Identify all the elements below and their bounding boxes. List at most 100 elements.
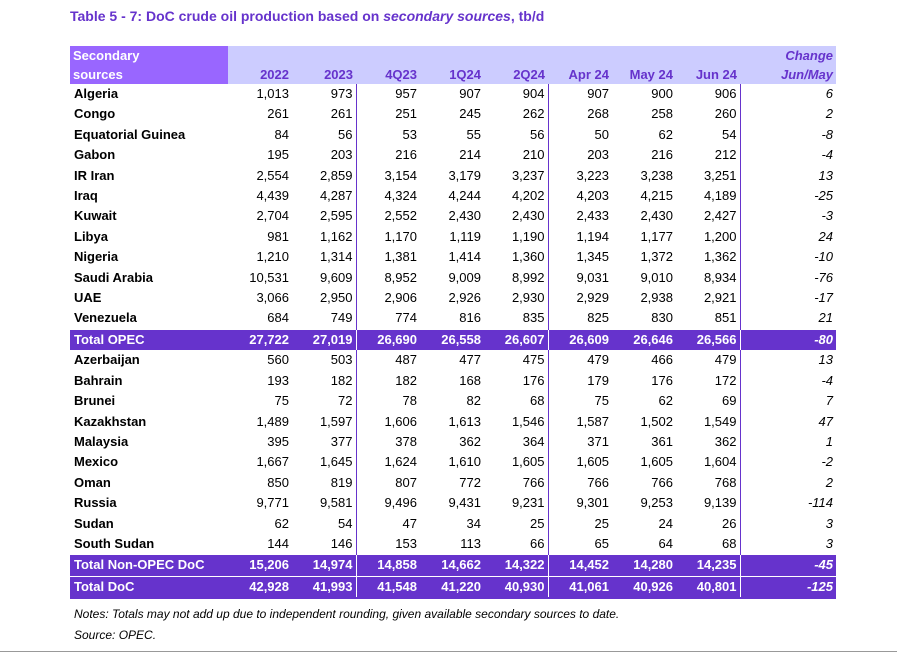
table-cell: 2,938 (640, 290, 673, 306)
table-cell: 830 (651, 310, 673, 326)
table-row: Bahrain 193 182 182 168 176 179 176 172 -4 (70, 370, 836, 392)
table-cell: 182 (395, 372, 417, 388)
table-cell: 26,646 (612, 328, 676, 351)
change-cell: -4 (821, 372, 833, 388)
table-cell: 153 (395, 535, 417, 551)
table-cell: 1,489 (256, 413, 289, 429)
table-cell: 768 (676, 472, 741, 494)
table-cell: 69 (676, 391, 741, 412)
row-label: Congo (74, 106, 116, 122)
change-cell: -76 (814, 269, 833, 285)
table-cell: 216 (395, 147, 417, 163)
change-cell: -10 (814, 249, 833, 265)
table-cell: 4,287 (292, 186, 357, 207)
change-cell: -8 (821, 126, 833, 142)
table-row: Oman 850 819 807 772 766 766 766 768 2 (70, 472, 836, 494)
table-cell: 1,194 (576, 228, 609, 244)
table-cell: 774 (395, 310, 417, 326)
table-cell: 1,314 (292, 247, 357, 268)
table-cell: 3,251 (676, 165, 741, 187)
table-cell: 261 (267, 106, 289, 122)
column-header: Apr 24 (548, 65, 612, 84)
table-cell: 26,609 (548, 328, 612, 351)
table-cell: 64 (658, 535, 673, 551)
table-cell: 1,597 (292, 411, 357, 432)
table-cell: 362 (676, 431, 741, 453)
table-cell: 1,546 (484, 411, 549, 432)
table-cell: 2,430 (640, 208, 673, 224)
table-row: Algeria 1,013 973 957 907 904 907 900 906 6 (70, 84, 836, 105)
table-cell: 479 (676, 350, 741, 371)
row-label: Bahrain (74, 372, 123, 388)
table-cell: 904 (484, 84, 549, 105)
column-header: 1Q24 (420, 65, 484, 84)
table-cell: 1,177 (640, 228, 673, 244)
row-label: Russia (74, 495, 117, 511)
table-cell: 14,452 (548, 554, 612, 577)
table-cell: 42,928 (228, 575, 292, 600)
total-row: Total Non-OPEC DoC 15,206 14,974 14,858 14,6… (70, 554, 836, 577)
table-row: Malaysia 395 377 378 362 364 371 361 362 1 (70, 431, 836, 453)
table-row: Libya 981 1,162 1,170 1,119 1,190 1,194 1,177 1,… (70, 226, 836, 248)
row-label: Kuwait (74, 208, 117, 224)
table-cell: 4,202 (484, 186, 549, 207)
change-cell: -3 (821, 208, 833, 224)
column-header: 4Q23 (356, 65, 420, 84)
table-cell: 3,223 (576, 167, 609, 183)
change-cell: 2 (825, 106, 833, 122)
table-cell: 182 (292, 370, 357, 392)
table-cell: 146 (292, 533, 357, 555)
table-cell: 1,200 (676, 226, 741, 248)
table-cell: 807 (395, 474, 417, 490)
row-label: Nigeria (74, 249, 119, 265)
table-cell: 26,558 (420, 328, 484, 351)
table-cell: 2,552 (384, 208, 417, 224)
table-row: IR Iran 2,554 2,859 3,154 3,179 3,237 3,223 3,2… (70, 165, 836, 187)
table-cell: 503 (292, 350, 357, 371)
table-cell: 907 (587, 86, 609, 101)
table-cell: 268 (587, 106, 609, 122)
row-label: Kazakhstan (74, 413, 147, 429)
table-cell: 2,859 (292, 165, 357, 187)
table-row: Kazakhstan 1,489 1,597 1,606 1,613 1,546 1,587… (70, 411, 836, 432)
table-cell: 8,992 (484, 267, 549, 289)
table-row: Gabon 195 203 216 214 210 203 216 212 -4 (70, 145, 836, 166)
table-cell: 362 (459, 433, 481, 449)
table-cell: 560 (267, 352, 289, 368)
table-cell: 54 (292, 513, 357, 534)
header-change-period: Jun/May (740, 65, 836, 84)
table-cell: 1,587 (576, 413, 609, 429)
row-label: Azerbaijan (74, 352, 140, 368)
table-cell: 3,238 (640, 167, 673, 183)
table-cell: 4,189 (676, 186, 741, 207)
table-cell: 9,431 (448, 495, 481, 511)
table-cell: 1,013 (256, 86, 289, 101)
change-cell: -17 (814, 290, 833, 306)
table-cell: 377 (292, 431, 357, 453)
change-cell: -45 (740, 554, 836, 577)
row-label: Saudi Arabia (74, 269, 153, 285)
table-cell: 1,170 (384, 228, 417, 244)
table-cell: 47 (402, 515, 417, 531)
table-cell: 9,253 (640, 495, 673, 511)
source-text: Source: OPEC. (74, 628, 157, 642)
table-cell: 1,362 (676, 247, 741, 268)
row-label: Algeria (74, 86, 119, 101)
table-cell: 14,858 (356, 554, 420, 577)
change-cell: -125 (740, 575, 836, 600)
table-cell: 260 (676, 104, 741, 125)
change-cell: 3 (825, 535, 833, 551)
table-cell: 1,610 (448, 454, 481, 470)
table-cell: 1,360 (484, 247, 549, 268)
table-notes: Notes: Totals may not add up due to inde… (74, 604, 619, 646)
table-cell: 258 (651, 106, 673, 122)
table-cell: 26 (676, 513, 741, 534)
table-row: Brunei 75 72 78 82 68 75 62 69 7 (70, 391, 836, 412)
table-cell: 40,926 (612, 575, 676, 600)
table-cell: 14,280 (612, 554, 676, 577)
table-cell: 62 (274, 515, 289, 531)
change-cell: -4 (821, 147, 833, 163)
table-cell: 2,926 (448, 290, 481, 306)
table-cell: 2,595 (292, 206, 357, 227)
table-cell: 851 (676, 308, 741, 330)
